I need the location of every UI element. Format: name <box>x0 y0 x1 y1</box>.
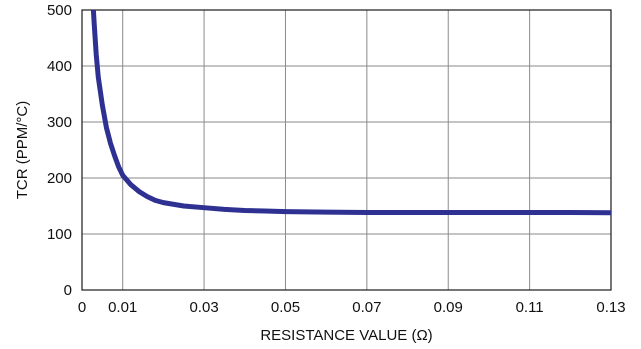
x-tick-label: 0.01 <box>108 299 137 316</box>
y-axis-title: TCR (PPM/°C) <box>14 101 31 200</box>
y-tick-label: 400 <box>47 58 72 75</box>
y-tick-labels: 0 100 200 300 400 500 <box>47 2 72 299</box>
plot-frame <box>81 9 612 291</box>
x-tick-label: 0.03 <box>189 299 218 316</box>
y-tick-label: 100 <box>47 226 72 243</box>
y-tick-label: 200 <box>47 170 72 187</box>
series-line <box>90 9 612 216</box>
y-tick-label: 500 <box>47 2 72 19</box>
y-tick-label: 300 <box>47 114 72 131</box>
x-tick-label: 0 <box>78 299 86 316</box>
x-axis-title: RESISTANCE VALUE (Ω) <box>260 327 432 344</box>
series-layer <box>90 9 612 216</box>
x-tick-label: 0.09 <box>434 299 463 316</box>
y-tick-label: 0 <box>64 282 72 299</box>
x-tick-label: 0.05 <box>271 299 300 316</box>
x-tick-label: 0.07 <box>352 299 381 316</box>
x-tick-labels: 0 0.01 0.03 0.05 0.07 0.09 0.11 0.13 <box>78 299 626 316</box>
x-tick-label: 0.13 <box>596 299 625 316</box>
x-tick-label: 0.11 <box>516 299 544 316</box>
